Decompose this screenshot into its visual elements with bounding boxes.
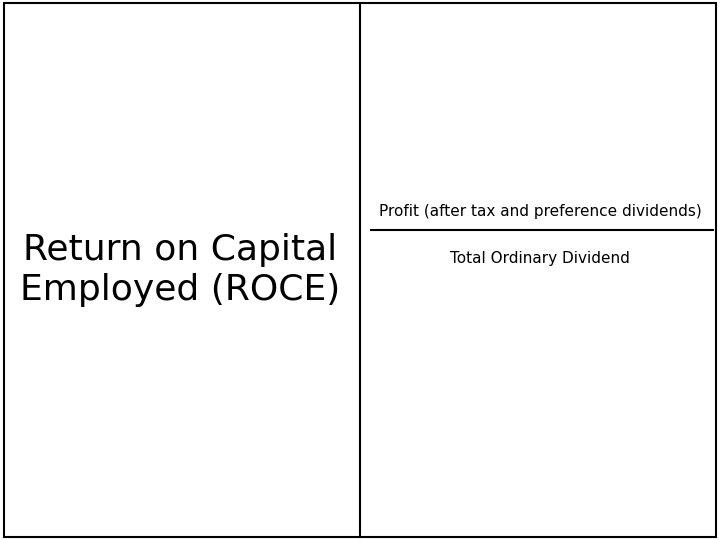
Text: Total Ordinary Dividend: Total Ordinary Dividend (450, 251, 630, 266)
Text: Profit (after tax and preference dividends): Profit (after tax and preference dividen… (379, 204, 701, 219)
Text: Return on Capital
Employed (ROCE): Return on Capital Employed (ROCE) (20, 233, 340, 307)
